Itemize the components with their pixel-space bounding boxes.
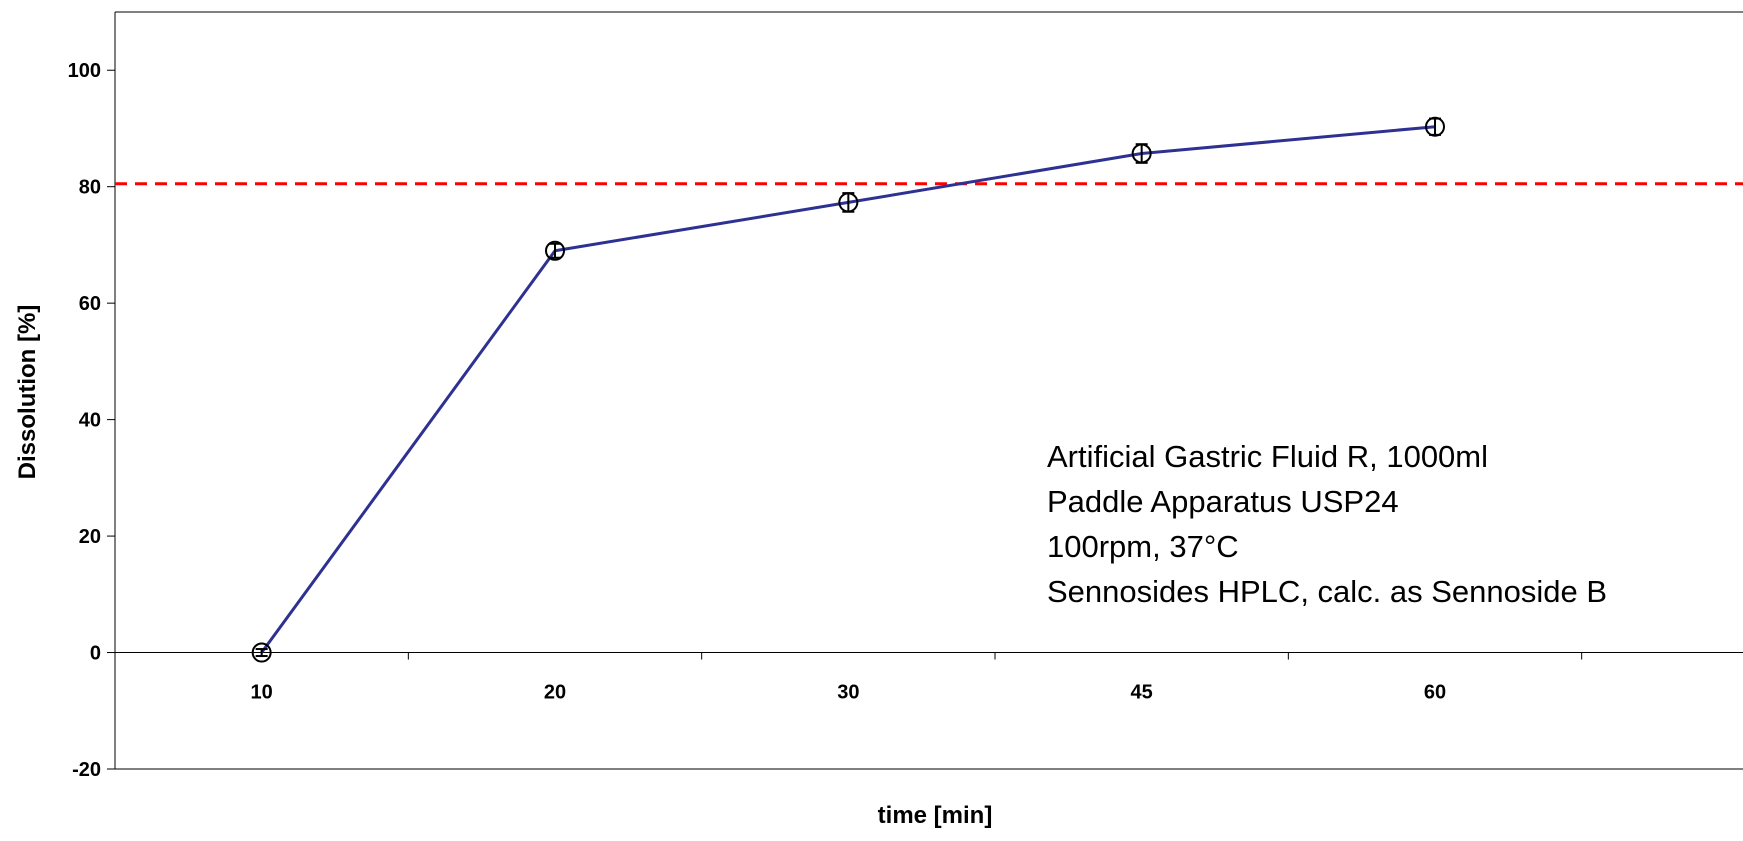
y-axis-title: Dissolution [%] (14, 305, 41, 480)
annotation-line: Artificial Gastric Fluid R, 1000ml (1047, 439, 1488, 474)
y-tick-label: 20 (79, 526, 101, 548)
x-tick-label: 30 (837, 682, 859, 704)
x-tick-label: 20 (544, 682, 566, 704)
y-axis: -20 0 20 40 60 80 100 (68, 60, 115, 781)
annotation-line: Sennosides HPLC, calc. as Sennoside B (1047, 574, 1607, 609)
data-point (1131, 143, 1152, 164)
x-axis-title: time [min] (878, 802, 993, 829)
y-tick-label: 100 (68, 60, 101, 82)
x-tick-label: 10 (251, 682, 273, 704)
y-tick-label: -20 (72, 759, 101, 781)
x-tick-label: 60 (1424, 682, 1446, 704)
data-point (838, 192, 859, 213)
y-tick-label: 40 (79, 410, 101, 432)
y-tick-label: 0 (90, 643, 101, 665)
data-point (251, 642, 272, 663)
annotation-box: Artificial Gastric Fluid R, 1000ml Paddl… (1047, 439, 1607, 609)
x-tick-label: 45 (1131, 682, 1153, 704)
x-axis: 10 20 30 45 60 (115, 652, 1743, 704)
series-dissolution (251, 116, 1445, 663)
y-tick-label: 80 (79, 177, 101, 199)
data-point (545, 240, 565, 261)
data-point (1425, 116, 1445, 137)
annotation-line: Paddle Apparatus USP24 (1047, 484, 1399, 519)
y-tick-label: 60 (79, 293, 101, 315)
annotation-line: 100rpm, 37°C (1047, 529, 1239, 564)
plot-frame (114, 11, 1743, 770)
